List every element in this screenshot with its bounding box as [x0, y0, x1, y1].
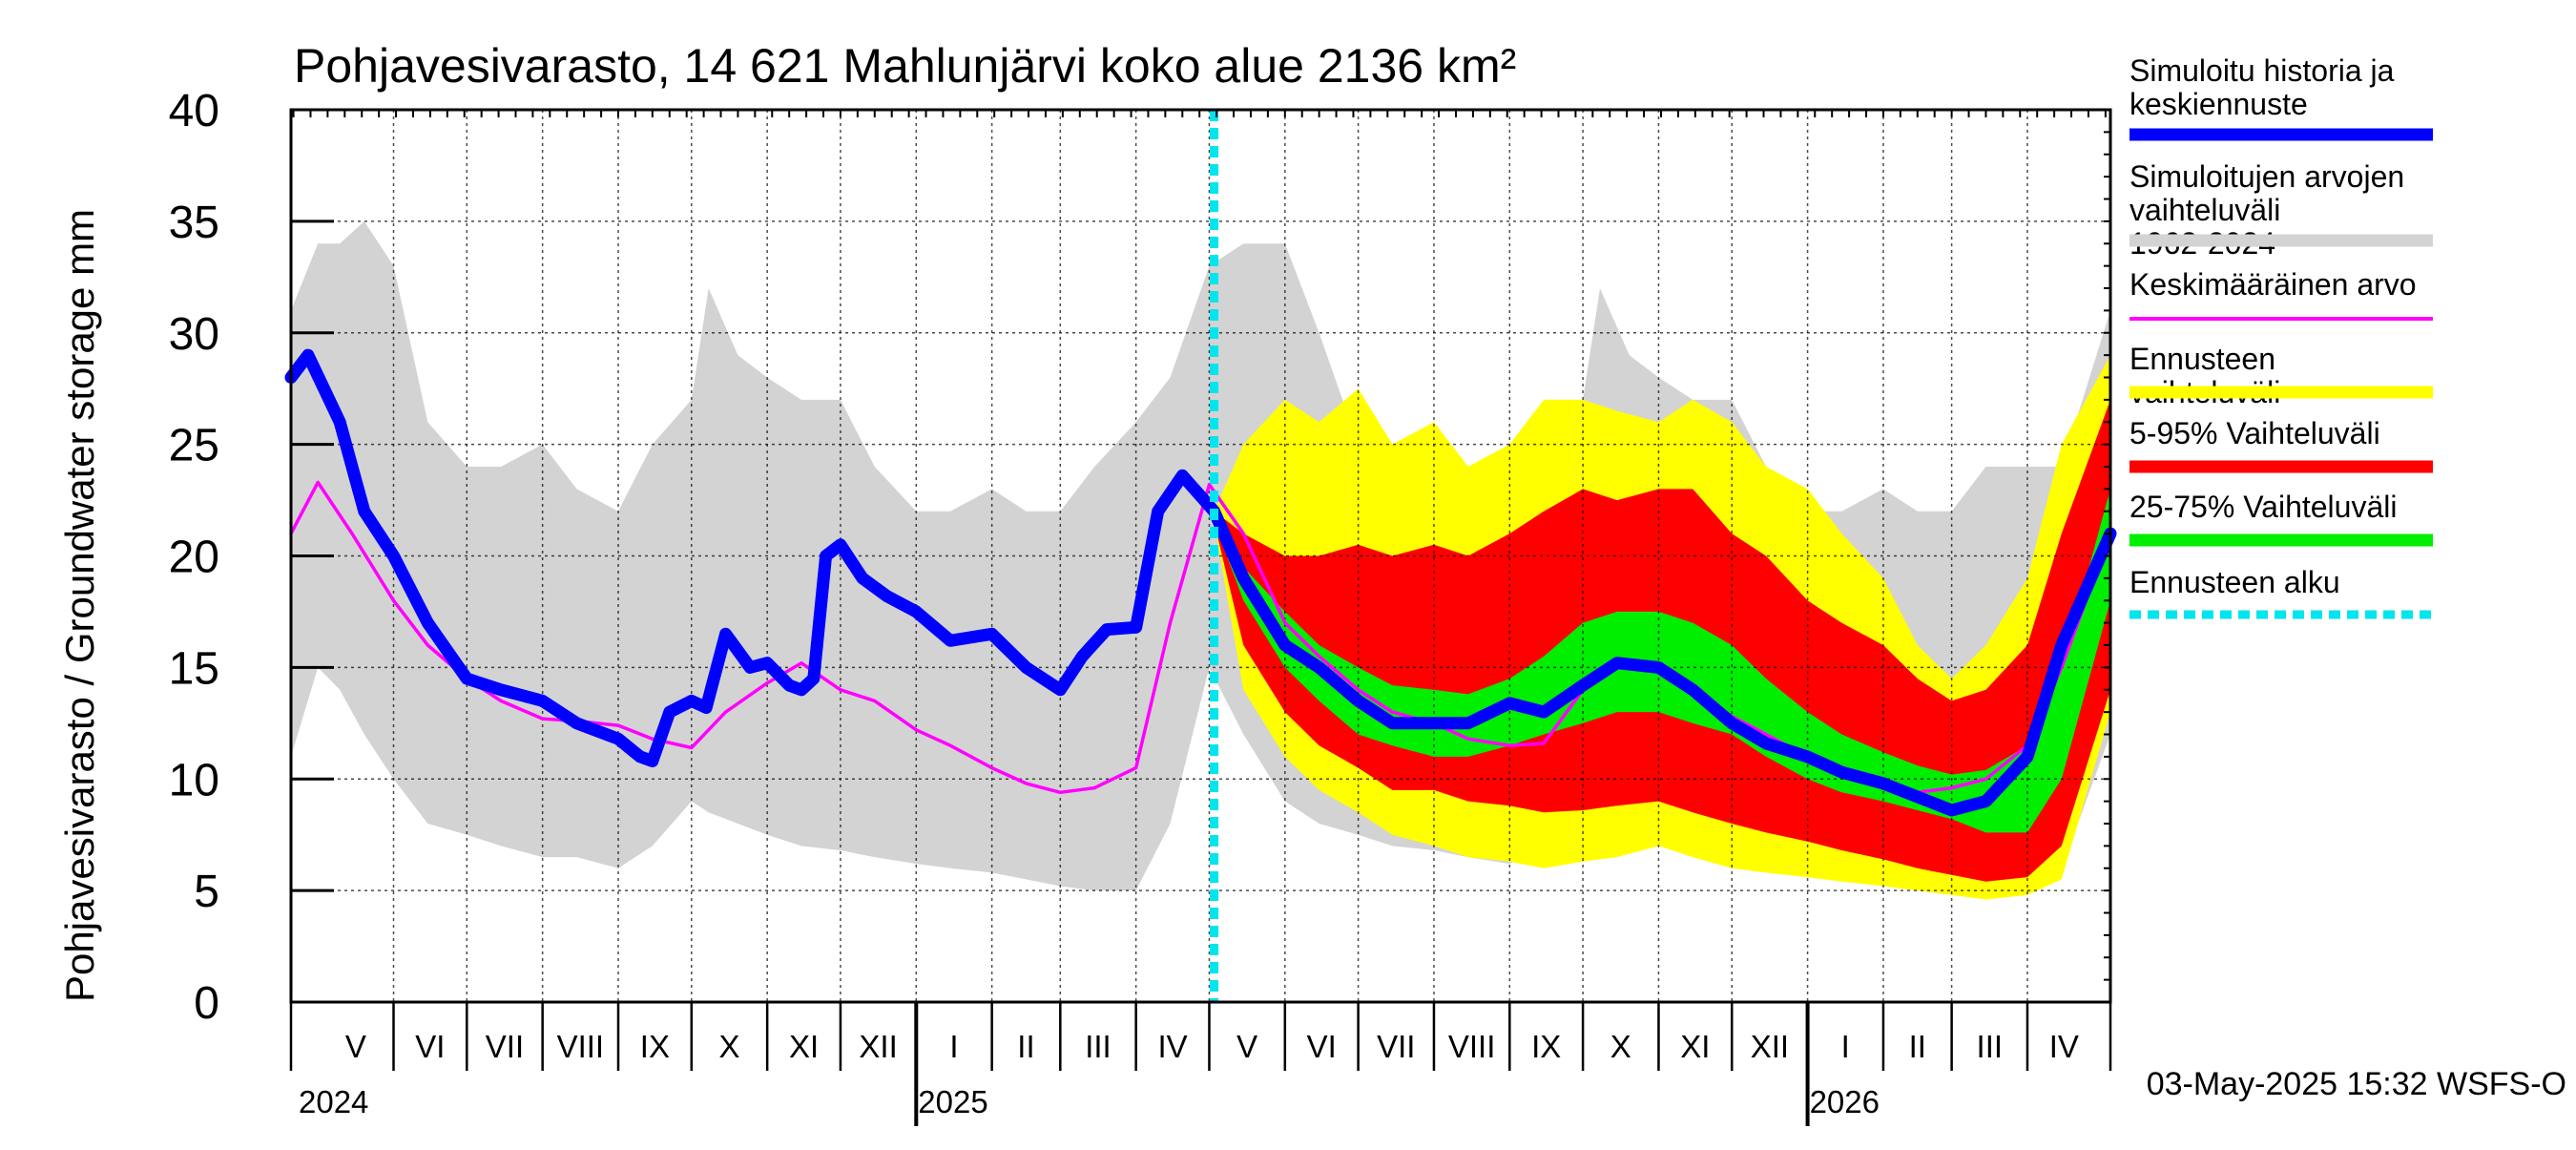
band-25-75-vaihteluv-li — [1214, 489, 2110, 833]
year-label-2024: 2024 — [299, 1084, 368, 1119]
y-tick-label-20: 20 — [169, 533, 219, 583]
y-tick-label-40: 40 — [169, 86, 219, 136]
legend-label-line: keskiennuste — [2129, 87, 2308, 121]
legend-label-line: Keskimääräinen arvo — [2129, 267, 2417, 302]
footer-timestamp: 03-May-2025 15:32 WSFS-O — [2147, 1066, 2566, 1102]
month-label-x-17: X — [1610, 1029, 1631, 1064]
series-layer — [291, 220, 2110, 900]
legend-label-line: Ennusteen alku — [2129, 565, 2340, 599]
legend-label-4: 5-95% Vaihteluväli — [2129, 416, 2380, 450]
legend-label-1: Simuloitujen arvojenvaihteluväli1962-202… — [2129, 159, 2404, 261]
legend-label-line: 5-95% Vaihteluväli — [2129, 416, 2380, 450]
month-label-viii-15: VIII — [1448, 1029, 1496, 1064]
month-label-v-12: V — [1236, 1029, 1257, 1064]
month-label-vi-1: VI — [415, 1029, 445, 1064]
legend-label-line: 25-75% Vaihteluväli — [2129, 490, 2397, 524]
lines-layer — [284, 110, 2117, 1002]
legend-label-6: Ennusteen alku — [2129, 565, 2340, 599]
y-tick-label-25: 25 — [169, 421, 219, 471]
legend-label-0: Simuloitu historia ja keskiennuste — [2129, 53, 2395, 121]
month-label-ix-16: IX — [1531, 1029, 1561, 1064]
legend-label-line: Simuloitu historia ja — [2129, 53, 2395, 88]
y-tick-label-5: 5 — [194, 867, 219, 917]
month-label-x-5: X — [718, 1029, 739, 1064]
month-label-iv-23: IV — [2049, 1029, 2079, 1064]
month-label-v-0: V — [345, 1029, 366, 1064]
month-label-xi-6: XI — [789, 1029, 819, 1064]
legend-label-line: vaihteluväli — [2129, 193, 2280, 227]
y-tick-label-0: 0 — [194, 978, 219, 1029]
month-label-i-8: I — [949, 1029, 958, 1064]
legend-label-2: Keskimääräinen arvo — [2129, 267, 2417, 302]
month-label-vii-14: VII — [1377, 1029, 1415, 1064]
legend-label-line: Ennusteen — [2129, 342, 2275, 376]
month-label-xii-7: XII — [859, 1029, 897, 1064]
month-label-iv-11: IV — [1157, 1029, 1187, 1064]
y-tick-label-30: 30 — [169, 309, 219, 360]
month-label-ii-21: II — [1909, 1029, 1926, 1064]
month-label-iii-22: III — [1977, 1029, 2004, 1064]
month-label-iii-10: III — [1085, 1029, 1111, 1064]
legend-label-5: 25-75% Vaihteluväli — [2129, 490, 2397, 524]
legend-label-3: Ennusteenvaihteluväli — [2129, 342, 2280, 409]
month-label-i-20: I — [1841, 1029, 1850, 1064]
month-label-xii-19: XII — [1751, 1029, 1789, 1064]
y-axis-label: Pohjavesivarasto / Groundwater storage m… — [57, 209, 102, 1002]
y-tick-label-35: 35 — [169, 198, 219, 248]
year-label-2025: 2025 — [918, 1084, 987, 1119]
month-label-vii-2: VII — [486, 1029, 524, 1064]
month-label-ix-4: IX — [640, 1029, 670, 1064]
month-label-ii-9: II — [1017, 1029, 1034, 1064]
legend-label-line: Simuloitujen arvojen — [2129, 159, 2404, 194]
month-label-vi-13: VI — [1307, 1029, 1337, 1064]
month-label-xi-18: XI — [1680, 1029, 1710, 1064]
y-tick-label-10: 10 — [169, 755, 219, 805]
month-label-viii-3: VIII — [557, 1029, 605, 1064]
year-label-2026: 2026 — [1810, 1084, 1880, 1119]
line-simuloitu-historia-ja-keskiennuste — [284, 348, 2117, 817]
y-tick-label-15: 15 — [169, 643, 219, 694]
chart-title: Pohjavesivarasto, 14 621 Mahlunjärvi kok… — [294, 39, 1516, 93]
legend: Simuloitu historia ja keskiennusteSimuloi… — [2129, 53, 2433, 619]
